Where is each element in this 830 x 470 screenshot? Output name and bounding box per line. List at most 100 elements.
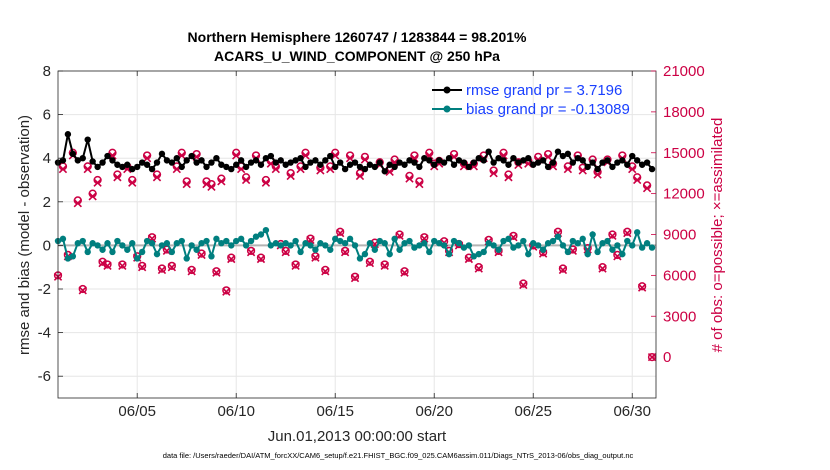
rmse-point [490,159,497,166]
bias-point [163,240,171,247]
rmse-point [505,161,512,168]
obs-assimilated-marker [98,258,107,268]
obs-assimilated-stroke [113,173,122,182]
rmse-point [297,155,304,162]
obs-assimilated-marker [142,154,152,163]
obs-assimilated-marker [88,192,97,201]
left-y-tick-label: -4 [38,325,51,342]
rmse-point [242,163,250,171]
obs-assimilated-stroke [152,173,162,182]
obs-assimilated-stroke [58,164,68,174]
obs-possible-marker [246,246,256,256]
rmse-point [59,157,67,164]
obs-assimilated-marker [633,175,642,185]
rmse-point [129,165,136,173]
obs-assimilated-stroke [142,154,152,163]
obs-assimilated-stroke [212,268,221,277]
rmse-point [510,155,517,162]
rmse-point [564,150,572,158]
right-y-tick-label: 18000 [663,104,705,121]
legend-rmse-label: rmse grand pr = 3.7196 [466,82,622,99]
rmse-point [114,161,121,168]
rmse-point [619,157,626,164]
bias-point [416,242,423,249]
obs-assimilated-marker [83,164,92,174]
obs-assimilated-stroke [118,261,127,271]
obs-assimilated-marker [197,250,206,260]
obs-possible-marker [167,261,177,270]
rmse-point [163,157,171,164]
obs-assimilated-marker [232,151,241,160]
bias-point [282,240,289,247]
rmse-point [188,152,195,160]
bias-point [460,244,468,251]
bias-point [579,235,586,243]
bias-point [114,237,121,245]
obs-assimilated-stroke [365,258,375,268]
rmse-point [351,159,359,166]
obs-assimilated-stroke [197,250,206,260]
obs-assimilated-stroke [633,175,642,185]
bias-point [450,237,458,245]
right-y-tick-label: 21000 [663,63,705,80]
legend-bias-marker [443,105,451,113]
plot-area [58,71,656,398]
obs-assimilated-stroke [286,171,295,181]
bias-point [480,248,487,256]
bias-point [94,242,101,249]
bias-point [455,240,463,247]
obs-assimilated-stroke [311,253,320,262]
bias-point [465,242,473,249]
rmse-point [203,163,210,171]
rmse-point [69,150,77,158]
rmse-point [183,157,190,164]
rmse-point [530,161,537,168]
rmse-point [237,157,245,164]
bias-point [554,233,562,240]
obs-possible-marker [509,231,518,241]
obs-assimilated-stroke [137,263,147,272]
obs-possible-marker [187,265,196,275]
footer-data-file: data file: /Users/raeder/DAI/ATM_forcXX/… [163,451,634,460]
obs-assimilated-stroke [291,261,300,271]
rmse-series [54,131,656,175]
bias-point [292,237,299,245]
obs-assimilated-stroke [232,151,241,160]
obs-assimilated-stroke [241,175,251,185]
obs-assimilated-marker [137,263,147,272]
right-y-axis-label: # of obs: o=possible; ×=assimilated [709,118,726,353]
bias-point [188,242,195,249]
obs-possible-marker [197,249,206,258]
rmse-point [460,159,468,166]
rmse-point [312,157,319,164]
obs-assimilated-marker [182,179,191,189]
rmse-point [381,168,388,175]
bias-point [609,246,616,253]
rmse-point [539,157,547,164]
rmse-point [94,163,101,171]
obs-assimilated-stroke [261,178,271,187]
obs-assimilated-stroke [281,248,290,257]
bias-point [376,237,383,245]
obs-possible-marker [340,246,350,256]
obs-assimilated-marker [93,178,102,187]
obs-possible-marker [306,234,315,243]
obs-assimilated-marker [241,175,251,185]
obs-assimilated-stroke [202,179,211,189]
bias-point [520,237,527,245]
right-y-axis-ticks: 21000 18000 15000 12000 9000 6000 3000 0 [651,63,705,366]
obs-assimilated-stroke [256,254,266,264]
obs-possible-marker [395,230,404,239]
obs-possible-marker [222,286,231,295]
rmse-point [406,157,413,164]
bias-point [178,237,185,245]
rmse-point [124,161,131,168]
obs-assimilated-marker [227,254,236,264]
obs-assimilated-marker [504,173,513,182]
rmse-point [292,157,299,164]
bias-point [223,237,230,245]
bias-point [351,242,359,249]
left-y-tick-label: -6 [38,368,51,385]
obs-assimilated-marker [336,228,345,238]
bias-point [431,237,438,245]
